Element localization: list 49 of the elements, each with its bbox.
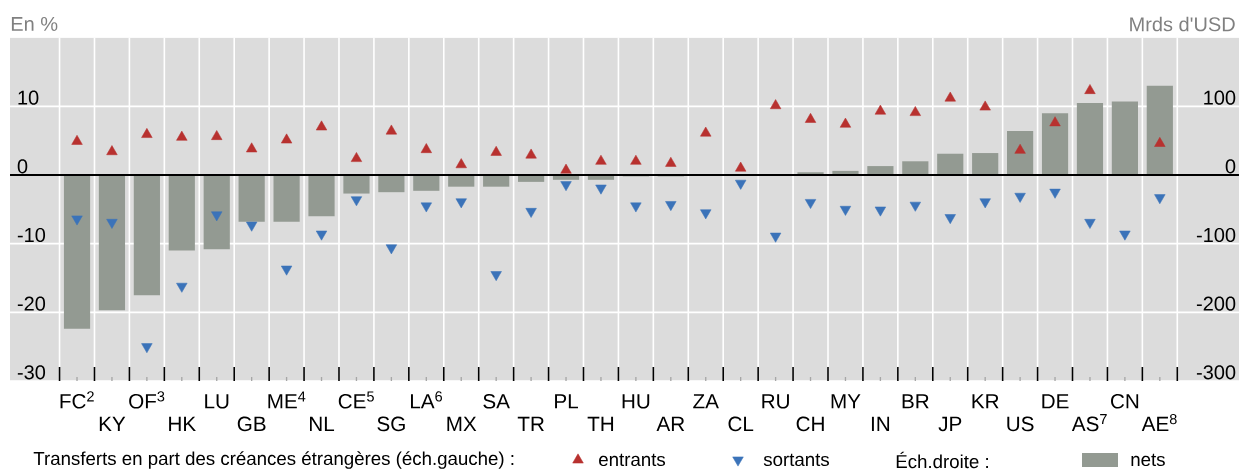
- x-tick-label: PL: [555, 394, 578, 409]
- x-tick-label: JP: [938, 416, 962, 432]
- y2-tick-label: -300: [1196, 365, 1236, 380]
- legend-label: nets: [1131, 453, 1165, 467]
- x-tick-label: NL: [310, 416, 335, 432]
- x-tick-label: CE$^{5}$: [338, 391, 374, 409]
- x-tick-label: ZA: [693, 394, 719, 409]
- y-tick-label: -30: [17, 365, 46, 380]
- x-tick-label: LA$^{6}$: [411, 391, 442, 409]
- text: Éch.droite :: [896, 451, 988, 469]
- x-tick-label: RU: [762, 394, 789, 409]
- x-tick-label: DE: [1042, 394, 1069, 409]
- x-tick-label: ME$^{4}$: [268, 391, 306, 409]
- x-tick-label: AE$^{8}$: [1141, 413, 1177, 432]
- legend-title: Transferts en part des créances étrangères (éch.gauche) :: [33, 451, 514, 469]
- y-axis-title: En %: [11, 17, 58, 31]
- x-tick-label: HK: [169, 416, 196, 432]
- x-tick-label: GB: [237, 416, 266, 432]
- x-tick-label: SA: [483, 393, 510, 409]
- x-tick-label: CL: [728, 416, 754, 432]
- x-tick-label: CH: [796, 416, 824, 432]
- y-tick-label: 0: [17, 159, 28, 174]
- legend-label: sortants: [763, 453, 829, 467]
- y-tick-label: -20: [17, 296, 46, 311]
- x-tick-label: HU: [622, 394, 650, 409]
- x-tick-label: TR: [517, 416, 544, 432]
- x-tick-label: KY: [99, 416, 126, 432]
- x-tick-label: MY: [831, 394, 861, 409]
- x-tick-label: AS$^{7}$: [1071, 414, 1107, 432]
- x-tick-label: IN: [871, 416, 890, 432]
- y2-tick-label: 100: [1204, 90, 1236, 105]
- x-tick-label: MX: [447, 416, 477, 432]
- x-tick-label: TH: [587, 416, 614, 432]
- x-tick-label: FC$^{2}$: [60, 391, 94, 409]
- y-tick-label: 10: [18, 90, 39, 105]
- x-tick-label: KR: [972, 394, 999, 409]
- y2-axis-title: Mrds d'USD: [1130, 16, 1235, 32]
- x-tick-label: CN: [1111, 393, 1139, 409]
- legend-label: entrants: [599, 453, 666, 467]
- y2-tick-label: -100: [1196, 227, 1236, 243]
- x-tick-label: LU: [205, 394, 229, 409]
- x-tick-label: AR: [656, 416, 685, 432]
- y2-tick-label: -200: [1196, 296, 1236, 311]
- x-tick-label: OF$^{3}$: [129, 391, 165, 409]
- y-tick-label: -10: [17, 227, 46, 243]
- x-tick-label: BR: [902, 394, 929, 409]
- y2-tick-label: 0: [1225, 159, 1236, 174]
- x-tick-label: SG: [377, 416, 405, 432]
- x-tick-label: US: [1007, 416, 1034, 432]
